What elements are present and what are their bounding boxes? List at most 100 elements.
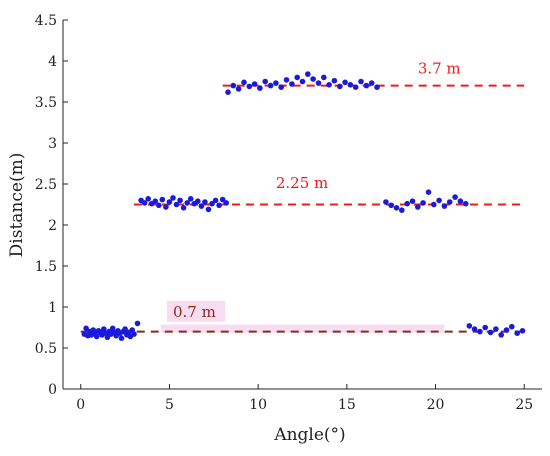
data-point	[368, 80, 375, 86]
x-tick-label: 10	[249, 397, 267, 413]
data-point	[156, 202, 162, 209]
data-point	[294, 74, 301, 81]
data-point	[289, 81, 295, 87]
data-point	[436, 197, 442, 204]
data-point	[152, 198, 159, 204]
x-tick-label: 0	[76, 397, 85, 413]
data-point	[134, 320, 141, 327]
data-point	[209, 200, 215, 207]
reference-label-bg	[166, 300, 225, 322]
data-point	[219, 196, 226, 203]
data-point	[482, 324, 489, 331]
data-point	[198, 203, 205, 209]
data-point	[457, 198, 464, 204]
data-point	[166, 199, 173, 205]
data-point	[83, 325, 89, 332]
data-point	[425, 189, 432, 195]
data-point	[404, 200, 411, 207]
data-point	[352, 84, 359, 90]
x-tick-label: 5	[165, 397, 174, 413]
data-point	[347, 82, 354, 88]
y-tick-label: 0.5	[35, 341, 57, 357]
data-point	[310, 76, 316, 82]
data-point	[399, 207, 405, 213]
data-point	[321, 74, 327, 81]
data-point	[241, 79, 247, 86]
data-point	[409, 198, 416, 204]
y-tick-label: 3	[48, 136, 57, 152]
data-point	[503, 327, 510, 333]
data-point	[358, 78, 364, 85]
data-point	[337, 83, 343, 90]
data-point	[462, 200, 469, 207]
data-point	[205, 206, 212, 213]
data-point	[273, 80, 279, 86]
data-point	[212, 197, 219, 204]
data-point	[278, 84, 285, 90]
data-point	[452, 194, 458, 200]
data-point	[342, 79, 348, 86]
y-tick-label: 4	[48, 54, 57, 70]
data-point	[177, 197, 183, 204]
data-point	[374, 84, 380, 90]
reference-lines	[80, 84, 525, 333]
data-point	[141, 200, 148, 206]
ticks: 0 5 10 15 20 25 0 0.5 1 1.5 2 2.5 3 3.5 4 4.5	[35, 13, 533, 413]
x-tick-label: 15	[338, 397, 356, 413]
data-point	[93, 333, 100, 340]
y-tick-label: 0	[48, 382, 57, 398]
data-point	[487, 329, 494, 336]
data-point	[195, 198, 201, 204]
data-point	[363, 82, 370, 89]
data-point	[415, 204, 421, 210]
reference-label: 0.7 m	[173, 303, 216, 321]
reference-labels: 3.7 m 2.25 m 0.7 m	[166, 59, 461, 322]
y-tick-label: 1	[48, 300, 57, 316]
data-point	[216, 202, 222, 209]
data-point	[118, 335, 125, 342]
data-point	[202, 199, 208, 205]
data-point	[509, 323, 515, 330]
data-point	[251, 81, 258, 87]
axes	[62, 20, 542, 390]
data-point	[122, 326, 128, 332]
data-point	[420, 200, 426, 206]
data-point	[262, 78, 269, 85]
data-point	[180, 205, 187, 211]
data-point	[514, 330, 520, 337]
data-point	[498, 332, 505, 338]
data-point	[184, 200, 190, 206]
y-tick-label: 4.5	[35, 13, 57, 29]
data-point	[326, 82, 332, 88]
data-point	[446, 199, 453, 205]
data-point	[145, 196, 151, 202]
data-point	[159, 196, 166, 203]
data-point	[267, 82, 274, 89]
reference-line-highlight	[160, 324, 445, 333]
data-point	[383, 199, 389, 205]
data-point	[315, 80, 322, 86]
data-point	[493, 326, 499, 332]
data-point	[471, 326, 478, 332]
y-tick-label: 2	[48, 218, 57, 234]
data-point	[466, 323, 473, 329]
data-point	[477, 328, 483, 335]
reference-label: 3.7 m	[418, 59, 461, 77]
data-point	[225, 89, 231, 95]
data-point	[173, 201, 180, 208]
data-point	[388, 202, 395, 209]
data-point	[235, 86, 242, 92]
x-tick-label: 25	[515, 397, 533, 413]
data-point	[283, 77, 290, 83]
data-points	[81, 71, 526, 342]
data-point	[305, 71, 311, 77]
data-point	[170, 195, 176, 201]
reference-label: 2.25 m	[276, 174, 328, 192]
data-point	[441, 203, 448, 209]
data-point	[131, 331, 137, 337]
data-point	[331, 77, 338, 84]
x-axis-title: Angle(°)	[273, 425, 345, 445]
data-point	[393, 205, 400, 211]
data-point	[223, 200, 229, 206]
